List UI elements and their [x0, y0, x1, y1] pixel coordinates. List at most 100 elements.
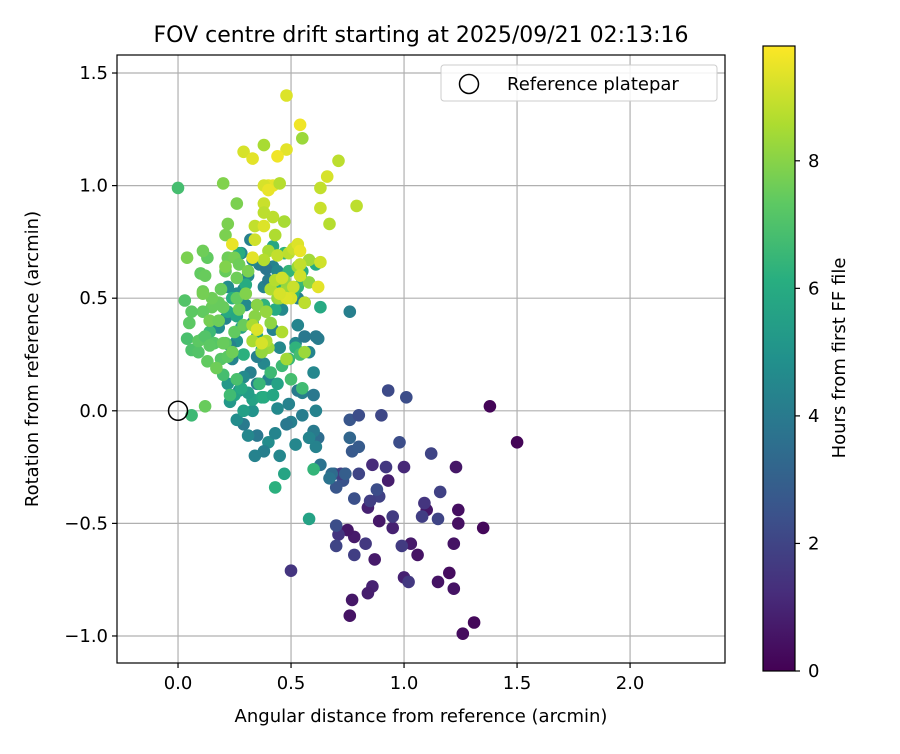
reference-platepar-marker — [167, 400, 189, 422]
data-point — [257, 253, 271, 267]
data-point — [262, 183, 275, 197]
data-point — [424, 447, 438, 460]
data-point — [237, 404, 250, 418]
data-point — [293, 244, 307, 258]
data-point — [241, 264, 255, 278]
data-point — [400, 391, 413, 404]
x-axis-label: Angular distance from reference (arcmin) — [235, 706, 608, 727]
data-point — [298, 296, 311, 310]
data-point — [449, 460, 463, 474]
data-point — [239, 278, 253, 292]
colorbar-tick-label: 0 — [808, 661, 819, 682]
data-point — [248, 233, 262, 246]
data-point — [273, 287, 287, 301]
data-point — [291, 318, 305, 332]
data-point — [221, 217, 235, 231]
data-point — [352, 409, 366, 422]
colorbar: 0 2 4 6 8 Hours from first FF file — [762, 45, 850, 682]
data-point — [359, 537, 372, 550]
data-point — [230, 373, 244, 386]
data-point — [433, 485, 447, 499]
x-tick-label: 2.0 — [616, 673, 645, 694]
data-point — [232, 303, 246, 316]
data-point — [203, 314, 216, 328]
data-point — [275, 271, 289, 285]
data-point — [329, 539, 343, 553]
data-point — [271, 377, 284, 391]
data-point — [314, 255, 327, 269]
data-point — [273, 341, 287, 355]
data-point — [483, 400, 497, 413]
data-point — [280, 352, 293, 366]
data-point — [379, 460, 393, 474]
data-point — [296, 409, 309, 422]
data-point — [296, 132, 309, 145]
x-tick-label: 1.5 — [503, 673, 532, 694]
data-point — [363, 494, 377, 508]
data-point — [443, 566, 456, 580]
data-point — [282, 397, 296, 411]
data-point — [372, 514, 386, 528]
data-point — [307, 388, 320, 402]
data-point — [237, 348, 250, 361]
data-point — [275, 325, 289, 339]
data-point — [250, 298, 264, 312]
data-point — [268, 228, 282, 242]
data-point — [271, 402, 284, 415]
data-point — [386, 510, 400, 523]
data-point — [237, 318, 250, 332]
colorbar-tick-label: 2 — [808, 533, 819, 554]
data-point — [219, 260, 232, 274]
data-point — [196, 305, 210, 319]
data-point — [323, 472, 336, 485]
colorbar-label: Hours from first FF file — [829, 258, 850, 459]
legend-box — [440, 64, 718, 102]
legend-marker-icon — [458, 73, 480, 95]
x-tick-label: 0.5 — [277, 673, 306, 694]
data-point — [278, 467, 291, 481]
data-point — [361, 586, 375, 600]
data-point — [452, 517, 465, 530]
data-point — [289, 438, 302, 451]
data-point — [381, 474, 395, 487]
data-point — [246, 152, 259, 165]
data-point — [293, 258, 307, 271]
data-point — [180, 251, 194, 264]
data-point — [198, 269, 212, 283]
data-point — [302, 431, 316, 445]
data-point — [273, 449, 287, 463]
data-point — [352, 467, 366, 481]
y-axis-ticks: −1.0 −0.5 0.0 0.5 1.0 1.5 — [64, 63, 117, 647]
data-point — [397, 460, 411, 474]
data-point — [314, 300, 327, 314]
data-point — [510, 436, 524, 449]
legend: Reference platepar — [440, 64, 718, 102]
data-point — [386, 521, 400, 535]
data-point — [230, 413, 244, 427]
data-point — [257, 219, 271, 233]
x-axis-ticks: 0.0 0.5 1.0 1.5 2.0 — [164, 663, 645, 694]
data-point — [323, 217, 336, 231]
data-point — [180, 332, 194, 346]
data-point — [296, 382, 309, 395]
data-point — [226, 237, 239, 251]
colorbar-ticks: 0 2 4 6 8 — [795, 151, 819, 682]
chart-title: FOV centre drift starting at 2025/09/21 … — [154, 23, 689, 48]
data-point — [216, 177, 230, 190]
data-point — [257, 138, 271, 152]
data-point — [248, 219, 262, 233]
data-point — [210, 361, 223, 375]
data-point — [201, 355, 214, 368]
colorbar-tick-label: 4 — [808, 406, 819, 427]
data-point — [329, 481, 343, 494]
data-point — [311, 280, 325, 294]
data-point — [431, 512, 445, 526]
data-point — [452, 503, 465, 517]
data-point — [309, 330, 323, 343]
data-point — [185, 305, 198, 319]
data-point — [178, 294, 192, 307]
data-point — [246, 251, 259, 264]
data-point — [447, 537, 461, 550]
x-tick-label: 0.0 — [164, 673, 193, 694]
